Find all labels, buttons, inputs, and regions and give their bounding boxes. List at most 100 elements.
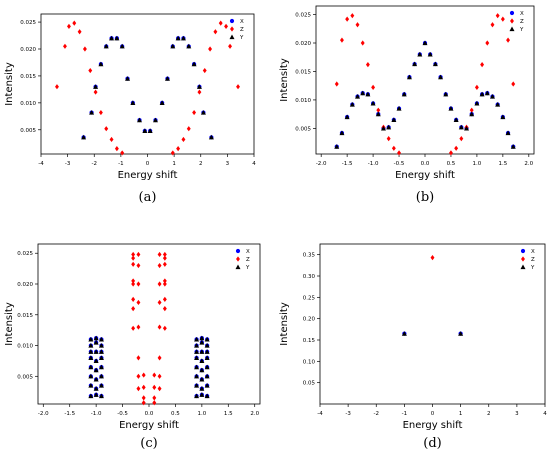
data-point-y bbox=[448, 105, 454, 111]
data-point-z bbox=[82, 46, 87, 52]
series-y bbox=[401, 331, 464, 336]
figure-caption: (b) bbox=[416, 190, 434, 205]
legend-label-y: Y bbox=[530, 265, 535, 271]
data-point-z bbox=[490, 22, 495, 28]
data-point-y bbox=[204, 373, 210, 379]
x-tick-label: -4 bbox=[38, 161, 44, 167]
x-tick-label: -3 bbox=[345, 411, 351, 417]
series-z bbox=[430, 255, 435, 261]
y-tick-label: 0.010 bbox=[295, 98, 311, 104]
data-point-z bbox=[186, 126, 191, 132]
x-tick-label: 0 bbox=[431, 411, 435, 417]
data-point-y bbox=[137, 117, 143, 123]
data-point-y bbox=[458, 331, 464, 336]
y-tick-label: 0.020 bbox=[17, 282, 33, 288]
legend-label-y: Y bbox=[239, 35, 244, 41]
data-point-z bbox=[350, 13, 355, 19]
chart-panel-d: -4 -3 -2 -1 0 1 2 3 4 0.05 0.10 0.15 0.20 0.25 0.30 0.3… bbox=[275, 226, 550, 453]
data-point-z bbox=[181, 136, 186, 143]
data-point-z bbox=[131, 255, 136, 261]
data-point-y bbox=[194, 393, 200, 399]
data-point-y bbox=[401, 91, 407, 97]
data-point-z bbox=[98, 109, 103, 116]
data-point-y bbox=[125, 76, 131, 81]
data-point-z bbox=[162, 255, 167, 261]
data-point-z bbox=[109, 136, 114, 143]
y-tick-label: 0.005 bbox=[295, 126, 311, 132]
data-point-y bbox=[191, 61, 197, 67]
chart-d: -4 -3 -2 -1 0 1 2 3 4 0.05 0.10 0.15 0.20 0.25 0.30 0.3… bbox=[279, 243, 547, 451]
data-point-y bbox=[88, 355, 94, 360]
data-point-z bbox=[67, 23, 71, 29]
x-tick-label: -4 bbox=[317, 411, 323, 417]
chart-panel-c: -2.0 -1.5 -1.0 -0.5 0.0 0.5 1.0 1.5 2.0 0.005 0.01… bbox=[0, 226, 275, 453]
data-point-z bbox=[218, 20, 223, 26]
y-tick-label: 0.25 bbox=[303, 295, 316, 301]
legend-marker-z bbox=[230, 26, 234, 32]
legend-marker-y bbox=[229, 34, 235, 40]
data-point-z bbox=[430, 255, 435, 261]
x-tick-label: -1.0 bbox=[91, 411, 102, 417]
y-tick-label: 0.015 bbox=[295, 69, 311, 75]
data-point-y bbox=[98, 355, 104, 360]
data-point-z bbox=[162, 306, 167, 312]
data-point-z bbox=[485, 40, 490, 46]
data-point-z bbox=[162, 325, 167, 331]
x-axis-label: Energy shift bbox=[118, 170, 178, 181]
data-point-z bbox=[228, 43, 232, 49]
data-point-z bbox=[157, 262, 162, 269]
x-tick-label: 2.0 bbox=[250, 411, 259, 417]
data-point-y bbox=[93, 392, 99, 397]
series-x bbox=[88, 336, 210, 399]
data-point-z bbox=[141, 400, 146, 406]
x-tick-label: -1.0 bbox=[368, 161, 379, 167]
data-point-y bbox=[458, 124, 464, 130]
x-axis-label: Energy shift bbox=[403, 420, 463, 431]
data-point-y bbox=[199, 335, 205, 341]
chart-a: -4 -3 -2 -1 0 1 2 3 4 0.005 0.010 0.015 0.020 0.025 En… bbox=[4, 13, 256, 205]
x-tick-label: 2 bbox=[199, 161, 203, 167]
data-point-z bbox=[152, 372, 157, 378]
data-point-y bbox=[159, 100, 165, 105]
data-point-y bbox=[204, 364, 210, 370]
data-point-y bbox=[109, 35, 115, 41]
data-point-y bbox=[88, 383, 94, 388]
legend-marker-y bbox=[509, 26, 515, 32]
data-point-y bbox=[98, 343, 104, 348]
data-point-z bbox=[136, 386, 141, 392]
data-point-y bbox=[510, 144, 516, 149]
data-point-z bbox=[136, 262, 141, 269]
data-point-y bbox=[196, 84, 202, 89]
data-point-y bbox=[98, 373, 104, 379]
data-point-z bbox=[170, 150, 175, 156]
data-point-y bbox=[199, 376, 205, 382]
data-point-y bbox=[199, 386, 205, 391]
data-point-y bbox=[114, 35, 120, 41]
x-tick-label: 1.5 bbox=[498, 161, 507, 167]
data-point-z bbox=[136, 355, 141, 361]
data-point-z bbox=[152, 400, 157, 406]
y-tick-label: 0.015 bbox=[17, 313, 33, 319]
y-tick-label: 0.20 bbox=[303, 317, 316, 323]
data-point-y bbox=[98, 61, 104, 67]
data-point-y bbox=[375, 111, 381, 117]
data-point-z bbox=[157, 324, 162, 330]
data-point-z bbox=[213, 29, 218, 35]
figure-caption: (c) bbox=[140, 436, 157, 451]
data-point-y bbox=[427, 51, 433, 57]
x-tick-label: 0 bbox=[146, 161, 150, 167]
series-z bbox=[55, 20, 240, 156]
data-point-z bbox=[157, 373, 162, 379]
data-point-y bbox=[386, 124, 392, 130]
x-tick-label: -2 bbox=[374, 411, 379, 417]
x-tick-label: 4 bbox=[252, 161, 256, 167]
data-point-z bbox=[340, 37, 344, 43]
x-tick-label: -1.5 bbox=[64, 411, 75, 417]
legend-marker-x bbox=[520, 248, 526, 254]
y-tick-label: 0.025 bbox=[20, 20, 36, 26]
data-point-z bbox=[449, 150, 453, 156]
y-axis-label: Intensity bbox=[279, 58, 290, 102]
data-point-z bbox=[55, 84, 59, 90]
y-tick-label: 0.005 bbox=[20, 128, 36, 134]
data-point-z bbox=[77, 29, 82, 35]
